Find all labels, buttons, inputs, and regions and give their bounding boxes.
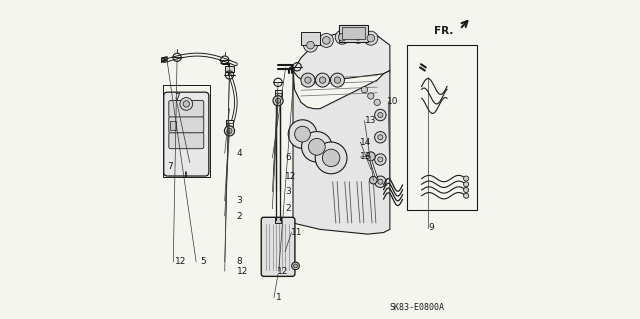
FancyBboxPatch shape	[169, 116, 204, 133]
Circle shape	[316, 73, 330, 87]
Text: FR.: FR.	[434, 26, 453, 36]
Circle shape	[378, 113, 383, 118]
Circle shape	[463, 176, 468, 181]
Circle shape	[305, 77, 311, 83]
Circle shape	[374, 99, 380, 106]
Circle shape	[335, 30, 349, 44]
Circle shape	[374, 176, 386, 188]
Circle shape	[374, 154, 386, 165]
Text: 8: 8	[236, 257, 242, 266]
Text: 10: 10	[387, 97, 399, 106]
Text: 4: 4	[236, 149, 242, 158]
Circle shape	[378, 135, 383, 140]
Bar	[339, 25, 367, 42]
Polygon shape	[293, 70, 390, 234]
Text: 11: 11	[291, 228, 303, 237]
Text: 2: 2	[285, 204, 291, 213]
Circle shape	[334, 77, 340, 83]
Circle shape	[288, 120, 317, 148]
Bar	[163, 85, 210, 177]
Text: 12: 12	[285, 172, 296, 181]
Bar	[342, 27, 365, 40]
Bar	[226, 120, 233, 126]
Circle shape	[330, 73, 344, 87]
Circle shape	[276, 98, 280, 103]
Circle shape	[227, 128, 232, 133]
Text: 12: 12	[175, 257, 186, 266]
Text: 3: 3	[236, 196, 242, 205]
Text: 3: 3	[285, 187, 291, 197]
Circle shape	[319, 33, 333, 48]
Text: 1: 1	[276, 293, 282, 302]
Circle shape	[323, 149, 340, 167]
Polygon shape	[293, 31, 390, 83]
Circle shape	[378, 179, 383, 184]
Text: 12: 12	[236, 267, 248, 276]
Text: 13: 13	[364, 116, 376, 125]
Circle shape	[463, 193, 468, 198]
Text: 2: 2	[236, 211, 242, 220]
FancyBboxPatch shape	[261, 217, 295, 276]
Circle shape	[367, 93, 374, 99]
Circle shape	[307, 41, 314, 49]
Circle shape	[301, 131, 332, 162]
Circle shape	[183, 101, 189, 107]
Circle shape	[319, 77, 326, 83]
Circle shape	[364, 31, 378, 45]
Circle shape	[294, 126, 310, 142]
Bar	[170, 122, 176, 130]
Circle shape	[225, 126, 235, 136]
Circle shape	[294, 264, 298, 268]
FancyBboxPatch shape	[169, 100, 204, 117]
Circle shape	[273, 96, 283, 106]
Text: 7: 7	[174, 93, 180, 102]
Text: 13: 13	[360, 152, 372, 161]
Circle shape	[301, 73, 315, 87]
Bar	[301, 33, 320, 45]
Text: 7: 7	[168, 162, 173, 171]
Circle shape	[362, 86, 367, 93]
Circle shape	[339, 33, 346, 41]
Text: 9: 9	[428, 223, 434, 232]
Circle shape	[463, 182, 468, 187]
Text: 12: 12	[277, 267, 289, 276]
Text: 14: 14	[360, 137, 372, 146]
Circle shape	[369, 176, 377, 184]
Circle shape	[292, 262, 300, 270]
Circle shape	[316, 142, 347, 174]
Circle shape	[355, 33, 362, 40]
Bar	[225, 66, 234, 72]
Circle shape	[351, 29, 365, 43]
Circle shape	[374, 109, 386, 121]
Bar	[275, 90, 282, 96]
Bar	[275, 217, 281, 223]
Text: 5: 5	[200, 257, 205, 266]
Circle shape	[308, 138, 325, 155]
Bar	[407, 45, 477, 210]
Circle shape	[374, 131, 386, 143]
Text: SK83-E0800A: SK83-E0800A	[390, 303, 445, 312]
Circle shape	[367, 34, 374, 42]
Circle shape	[180, 98, 193, 110]
FancyBboxPatch shape	[164, 92, 209, 176]
Circle shape	[323, 37, 330, 44]
Circle shape	[366, 152, 375, 161]
Circle shape	[378, 157, 383, 162]
Text: 6: 6	[285, 153, 291, 162]
Circle shape	[463, 188, 468, 193]
Circle shape	[303, 38, 317, 52]
FancyBboxPatch shape	[169, 132, 204, 149]
